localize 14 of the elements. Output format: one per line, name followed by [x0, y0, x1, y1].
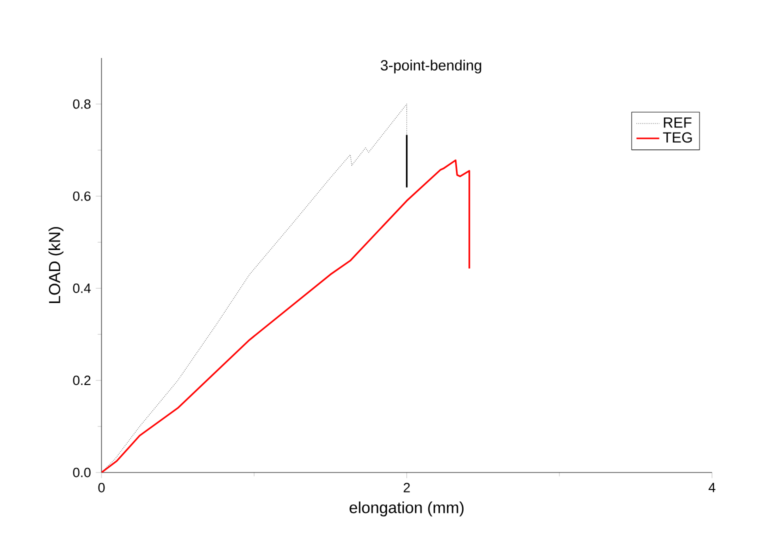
line-series — [102, 159, 470, 472]
x-axis-title: elongation (mm) — [350, 502, 464, 516]
x-tick-label: 4 — [708, 482, 716, 492]
y-axis-title: LOAD (kN) — [48, 227, 64, 304]
x-tick-label: 0 — [98, 482, 105, 492]
y-tick-label: 0.8 — [73, 99, 91, 109]
chart-title: 3-point-bending — [380, 60, 482, 74]
y-tick-label: 0.6 — [73, 191, 91, 201]
y-tick-label: 0.2 — [73, 376, 90, 386]
y-tick-label: 0.0 — [73, 468, 91, 478]
y-tick-label: 0.4 — [73, 284, 91, 293]
x-tick-label: 2 — [404, 482, 410, 492]
legend-label: TEG — [663, 132, 692, 143]
legend-label: REF — [664, 117, 692, 128]
